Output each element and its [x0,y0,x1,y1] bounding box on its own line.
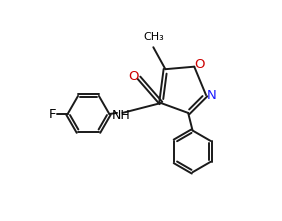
Text: NH: NH [112,109,131,122]
Text: O: O [195,58,205,71]
Text: CH₃: CH₃ [143,32,164,42]
Text: F: F [49,107,56,120]
Text: N: N [207,89,216,102]
Text: O: O [128,70,139,83]
